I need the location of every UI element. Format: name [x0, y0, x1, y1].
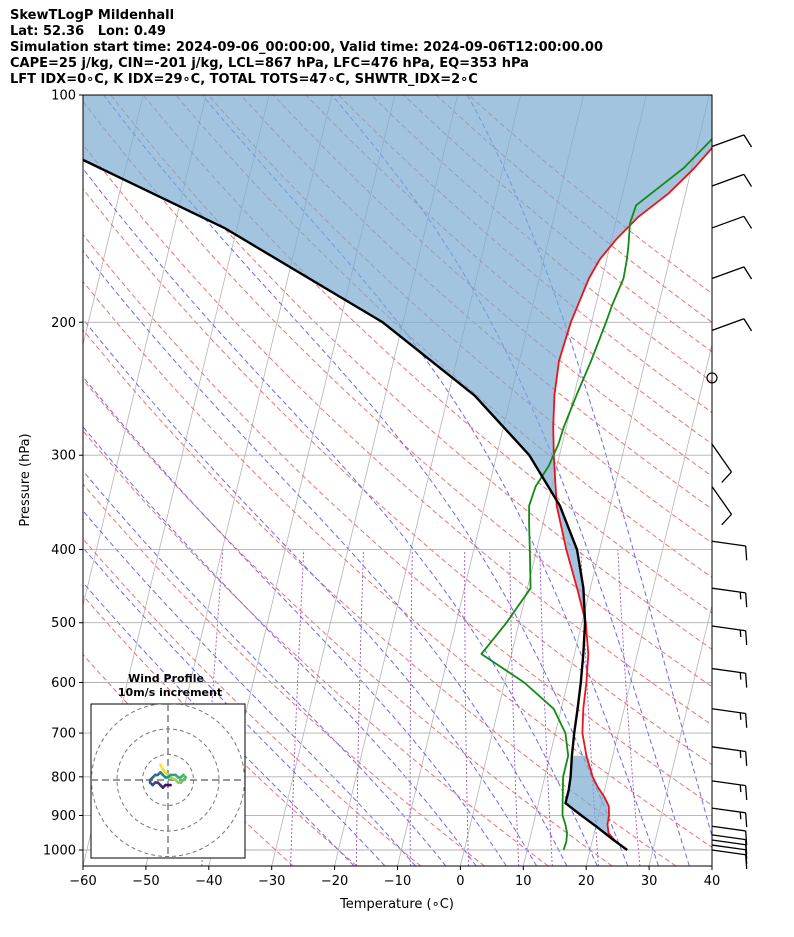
wind-barb — [711, 746, 748, 766]
y-tick-label: 200 — [51, 316, 76, 331]
profile-lines — [83, 137, 712, 851]
isotherm-line — [648, 603, 712, 866]
dry-adiabat-line — [83, 100, 712, 688]
mixing-ratio-line — [617, 549, 641, 866]
indices-line-1: CAPE=25 j/kg, CIN=-201 j/kg, LCL=867 hPa… — [10, 56, 529, 71]
mixing-ratio-line — [509, 549, 520, 866]
y-tick-label: 900 — [51, 809, 76, 824]
x-tick-label: −40 — [195, 874, 222, 889]
y-tick-label: 700 — [51, 727, 76, 742]
y-tick-label: 300 — [51, 449, 76, 464]
isotherm-line — [0, 95, 80, 866]
wind-barb — [711, 173, 753, 187]
x-tick-label: 20 — [578, 874, 595, 889]
parcel-profile — [83, 158, 628, 851]
mixing-ratio-line — [539, 549, 553, 866]
wind-barb — [711, 849, 748, 870]
x-tick-label: 0 — [456, 874, 464, 889]
wind-barb — [711, 215, 753, 229]
x-axis-label: Temperature (∘C) — [339, 897, 454, 912]
x-tick-label: −50 — [132, 874, 159, 889]
isotherm-line — [522, 95, 710, 866]
hodograph-inset: Wind Profile 10m/s increment — [90, 672, 246, 859]
moist-adiabat-line — [466, 95, 712, 839]
x-tick-label: 10 — [515, 874, 532, 889]
mixing-ratio-line — [355, 549, 364, 866]
indices-line-2: LFT IDX=0∘C, K IDX=29∘C, TOTAL TOTS=47∘C… — [10, 72, 478, 87]
y-axis: 1000 900 800 700 600 500 400 300 200 100 — [43, 89, 83, 859]
wind-barb — [711, 486, 733, 526]
x-tick-label: −20 — [321, 874, 348, 889]
mixing-ratio-line — [464, 549, 469, 866]
y-tick-label: 1000 — [43, 844, 76, 859]
inset-title: Wind Profile — [128, 672, 204, 685]
wind-barb — [706, 372, 718, 384]
chart-header: SkewTLogP Mildenhall Lat: 52.36 Lon: 0.49… — [10, 8, 603, 88]
x-tick-label: 40 — [704, 874, 721, 889]
x-axis: −60 −50 −40 −30 −20 −10 0 10 20 30 40 — [69, 866, 720, 889]
cape-area — [83, 95, 712, 607]
location-line: Lat: 52.36 Lon: 0.49 — [10, 24, 166, 39]
wind-barb — [711, 780, 748, 800]
wind-barb — [711, 587, 748, 608]
dry-adiabat-line — [83, 378, 613, 866]
dry-adiabat-line — [273, 95, 712, 477]
moist-adiabat-line — [83, 470, 447, 866]
dry-adiabat-line — [83, 594, 358, 866]
isotherm-line — [585, 342, 712, 866]
y-tick-label: 800 — [51, 770, 76, 785]
moist-adiabat-line — [83, 376, 507, 866]
title-line: SkewTLogP Mildenhall — [10, 8, 175, 23]
moist-adiabat-line — [83, 167, 598, 866]
inset-content — [91, 704, 245, 858]
wind-barb — [711, 825, 748, 846]
wind-barbs — [706, 134, 753, 870]
moist-adiabat-line — [83, 318, 538, 866]
x-tick-label: −60 — [69, 874, 96, 889]
y-axis-label: Pressure (hPa) — [18, 433, 33, 526]
dry-adiabat-line — [142, 95, 712, 614]
wind-barb — [711, 318, 753, 332]
x-tick-label: 30 — [641, 874, 658, 889]
mixing-ratio-line — [580, 549, 599, 866]
dewpoint-profile — [480, 137, 712, 851]
x-tick-label: −30 — [258, 874, 285, 889]
moist-adiabat-line — [83, 546, 386, 866]
isotherm-line — [83, 95, 207, 607]
wind-barb — [711, 667, 748, 688]
moist-adiabat-line — [331, 95, 690, 866]
moist-adiabat-line — [83, 581, 355, 866]
isotherm-line — [83, 95, 144, 347]
dry-adiabat-line — [110, 95, 712, 650]
cin-area — [565, 755, 628, 850]
moist-adiabat-line — [83, 426, 477, 866]
mixing-ratio-line — [409, 549, 413, 866]
wind-barb — [711, 540, 748, 561]
time-line: Simulation start time: 2024-09-06_00:00:… — [10, 40, 603, 55]
wind-barb — [711, 708, 748, 728]
wind-barb — [711, 134, 753, 148]
y-tick-label: 600 — [51, 676, 76, 691]
wind-barb — [711, 266, 753, 280]
dry-adiabat-line — [305, 95, 712, 445]
wind-barb — [711, 625, 748, 646]
y-tick-label: 100 — [51, 89, 76, 104]
moist-adiabat-line — [83, 250, 568, 866]
x-tick-label: −10 — [384, 874, 411, 889]
y-tick-label: 400 — [51, 543, 76, 558]
y-tick-label: 500 — [51, 616, 76, 631]
wind-barb — [711, 443, 733, 483]
temperature-profile — [552, 146, 712, 851]
inset-subtitle: 10m/s increment — [118, 686, 222, 699]
wind-barb — [711, 807, 748, 828]
isotherm-line — [0, 95, 17, 866]
isotherm-line — [775, 95, 794, 866]
mixing-ratio-line — [290, 549, 305, 866]
moist-adiabat-line — [83, 509, 416, 866]
